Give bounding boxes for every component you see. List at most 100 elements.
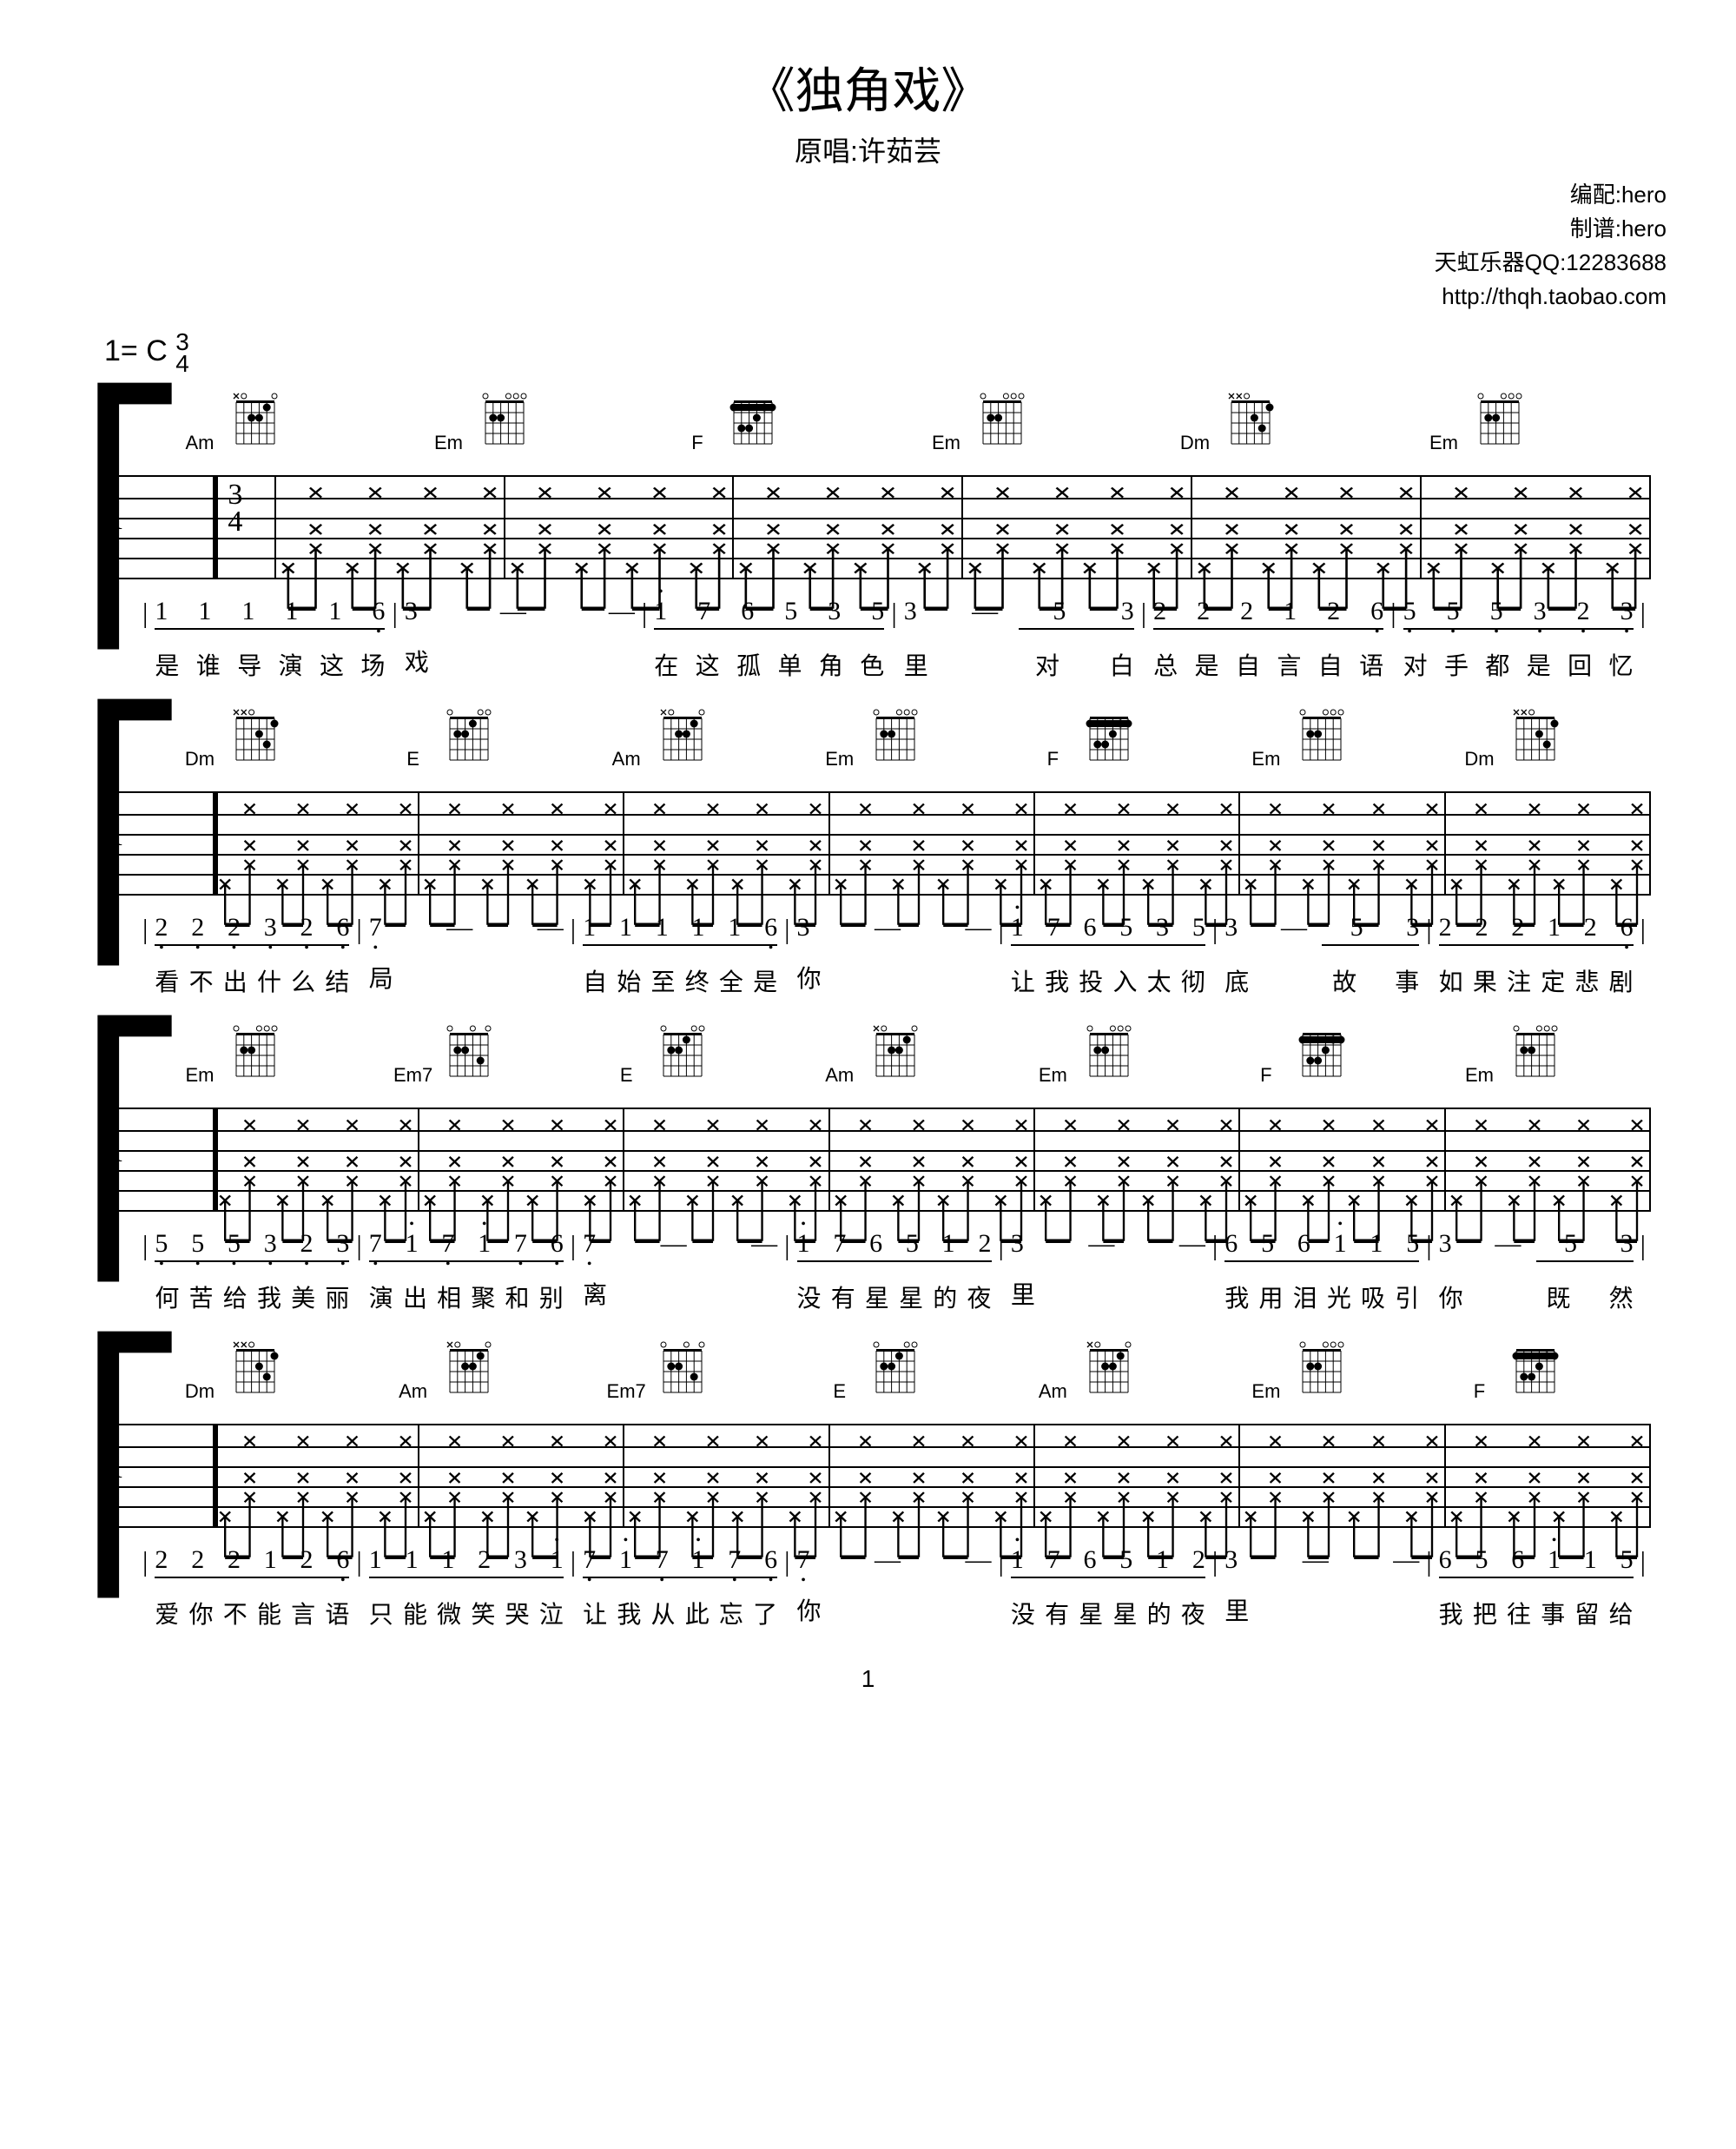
- lyric-char: 没: [1011, 1596, 1035, 1630]
- chord-diagram: [229, 708, 281, 765]
- strum-pattern: [504, 475, 618, 611]
- lyric-char: 夜: [1181, 1596, 1205, 1630]
- chord-name: Em: [1240, 748, 1292, 770]
- strum-pattern: [1444, 1108, 1547, 1243]
- strum-pattern: [213, 791, 315, 927]
- lyric-char: 色: [860, 647, 884, 682]
- strum-pattern: [389, 475, 504, 611]
- jianpu-note: 1: [441, 1545, 454, 1575]
- lyric-char: 我: [1045, 963, 1069, 998]
- strum-pattern: [1033, 791, 1136, 927]
- jianpu-note: 3: [1121, 597, 1134, 626]
- jianpu-note: 1: [1584, 1545, 1597, 1575]
- chord-name: Em: [1240, 1380, 1292, 1403]
- strum-pattern: [828, 1108, 931, 1243]
- lyric-char: 的: [1147, 1596, 1172, 1630]
- lyric-line: 是谁导演这场: [155, 647, 385, 682]
- strum-pattern: [418, 1108, 520, 1243]
- jianpu-note: 6: [336, 913, 349, 942]
- jianpu-rest: —: [1179, 1229, 1205, 1259]
- jianpu-note: 5: [1406, 1229, 1419, 1259]
- lyric-char: 注: [1507, 963, 1531, 998]
- system: Dm Am Em7 E Am Em F ⎡TAB: [69, 1340, 1667, 1630]
- strum-pattern: [418, 1424, 520, 1559]
- strum-pattern: [931, 1108, 1033, 1243]
- lyric-char: 星: [899, 1279, 923, 1314]
- jianpu-note: 1: [942, 1229, 955, 1259]
- time-signature: 3 4: [175, 331, 189, 374]
- beam-underline: [583, 944, 777, 946]
- lyric-char: 是: [753, 963, 777, 998]
- jianpu-note: 5: [1490, 597, 1503, 626]
- lyric-char: 演: [279, 647, 303, 682]
- chord-diagram: [443, 708, 495, 765]
- lyric-char: 自: [1236, 647, 1260, 682]
- chord-slot: Em: [423, 392, 672, 454]
- chord-diagram: [727, 392, 779, 449]
- strum-pattern: [1444, 791, 1547, 927]
- beam-underline: [369, 1577, 564, 1578]
- jianpu-note: 5: [784, 597, 797, 626]
- jianpu-note: 5: [155, 1229, 168, 1259]
- lyric-char: 你: [797, 960, 822, 995]
- lyric-char: [1287, 963, 1294, 998]
- jianpu-note: 7: [514, 1229, 527, 1259]
- lyric-char: 语: [325, 1596, 349, 1630]
- strum-measure: [213, 1108, 418, 1243]
- chord-name: Em: [1026, 1064, 1079, 1087]
- chord-name: Am: [600, 748, 652, 770]
- key-label: 1= C: [104, 334, 168, 367]
- jianpu-note: 2: [300, 1229, 314, 1259]
- chord-name: F: [1026, 748, 1079, 770]
- jianpu-note: 2: [1584, 913, 1597, 942]
- lyric-line: 演出相聚和别: [369, 1279, 564, 1314]
- jianpu-note: 2: [1197, 597, 1210, 626]
- strum-pattern: [1136, 1424, 1238, 1559]
- tab-staff: ⎡TAB: [69, 1090, 1667, 1229]
- jianpu-note: 5: [1403, 597, 1416, 626]
- lyric-char: [1113, 1276, 1120, 1311]
- lyric-line: 里: [1011, 1276, 1205, 1311]
- lyric-char: [1198, 1276, 1205, 1311]
- strum-pattern: [274, 475, 389, 611]
- jianpu-note: 2: [1327, 597, 1340, 626]
- jianpu-note: 7: [1047, 1545, 1060, 1575]
- lyric-char: 此: [685, 1596, 710, 1630]
- lyric-char: 有: [1045, 1596, 1069, 1630]
- jianpu-note: 1: [285, 597, 298, 626]
- transcriber-label: 制谱:: [1570, 215, 1621, 241]
- chord-slot: E: [387, 708, 601, 770]
- strum-pattern: [1547, 1108, 1649, 1243]
- lyric-char: 把: [1473, 1596, 1497, 1630]
- jianpu-note: 2: [1240, 597, 1253, 626]
- chord-diagram: [1509, 1024, 1561, 1081]
- jianpu-note: 6: [1511, 1545, 1524, 1575]
- jianpu-note: 2: [1153, 597, 1166, 626]
- jianpu-rest: —: [972, 597, 998, 626]
- chord-name: E: [600, 1064, 652, 1087]
- lyric-char: 对: [1403, 647, 1428, 682]
- chord-diagram: [1296, 1340, 1348, 1398]
- jianpu-note: 3: [1439, 1229, 1452, 1259]
- beam-underline: [1403, 628, 1634, 630]
- strum-pattern: [1136, 1108, 1238, 1243]
- lyric-char: 谁: [196, 647, 221, 682]
- lyric-line: 离: [583, 1276, 777, 1311]
- jianpu-rest: —: [446, 913, 472, 942]
- lyric-char: 至: [651, 963, 676, 998]
- jianpu-note: 1: [155, 597, 168, 626]
- jianpu-note: 1: [406, 1545, 419, 1575]
- chord-diagram: [869, 1340, 921, 1398]
- lyric-char: 用: [1258, 1279, 1283, 1314]
- jianpu-note: 3: [1224, 913, 1238, 942]
- strum-pattern: [1191, 475, 1305, 611]
- jianpu-note: 6: [1439, 1545, 1452, 1575]
- jianpu-note: 1: [328, 597, 341, 626]
- jianpu-note: 1: [369, 1545, 382, 1575]
- strum-pattern: [315, 1108, 418, 1243]
- chord-slot: F: [1026, 708, 1240, 770]
- lyric-char: 回: [1568, 647, 1592, 682]
- lyric-char: 能: [257, 1596, 281, 1630]
- lyric-char: 总: [1153, 647, 1178, 682]
- lyric-char: 你: [189, 1596, 214, 1630]
